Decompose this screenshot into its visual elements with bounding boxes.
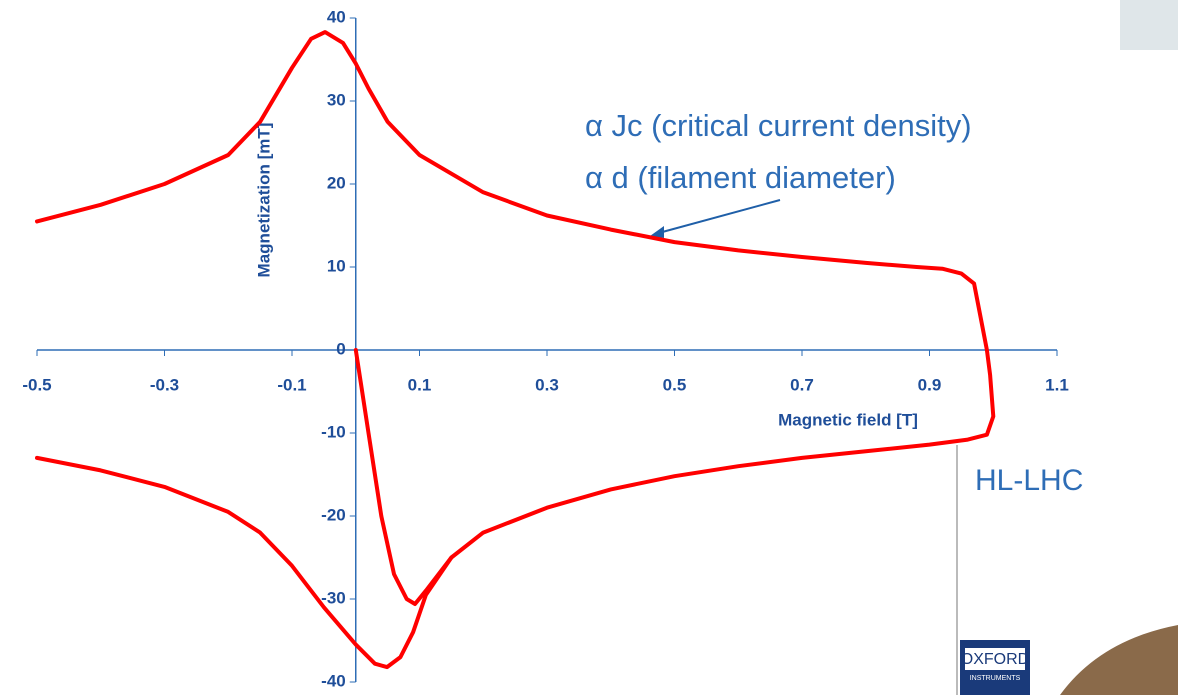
x-tick-label: 0.3 [535,375,559,394]
photo-fragment [1060,625,1178,695]
annotation-arrow [654,199,781,235]
y-tick-label: 30 [327,90,346,109]
data-line [353,348,454,606]
x-tick-label: -0.3 [150,375,179,394]
x-tick-label: 0.9 [918,375,942,394]
y-axis-label: Magnetization [mT] [254,123,273,278]
x-tick-label: -0.5 [22,375,51,394]
x-axis-label: Magnetic field [T] [778,410,918,429]
y-tick-label: 0 [336,339,345,358]
annotation: α d (filament diameter) [585,160,896,195]
y-tick-label: -30 [321,588,346,607]
logo-inner [965,648,1025,670]
y-tick-label: -20 [321,505,346,524]
x-tick-label: 1.1 [1045,375,1069,394]
x-tick-label: 0.1 [408,375,432,394]
logo-subtext: INSTRUMENTS [970,675,1021,682]
y-tick-label: -40 [321,671,346,690]
y-tick-label: 20 [327,173,346,192]
photo-fragment [1120,0,1178,50]
x-tick-label: -0.1 [277,375,306,394]
arrow-head [650,226,664,238]
y-tick-label: 10 [327,256,346,275]
data-line [35,30,996,670]
x-tick-label: 0.5 [663,375,687,394]
y-tick-label: 40 [327,7,346,26]
x-tick-label: 0.7 [790,375,814,394]
y-tick-label: -10 [321,422,346,441]
annotation: α Jc (critical current density) [585,108,972,143]
logo: OXFORD INSTRUMENTS [960,640,1030,695]
slide-label: HL-LHC [975,464,1083,497]
logo-text: OXFORD [961,651,1029,668]
